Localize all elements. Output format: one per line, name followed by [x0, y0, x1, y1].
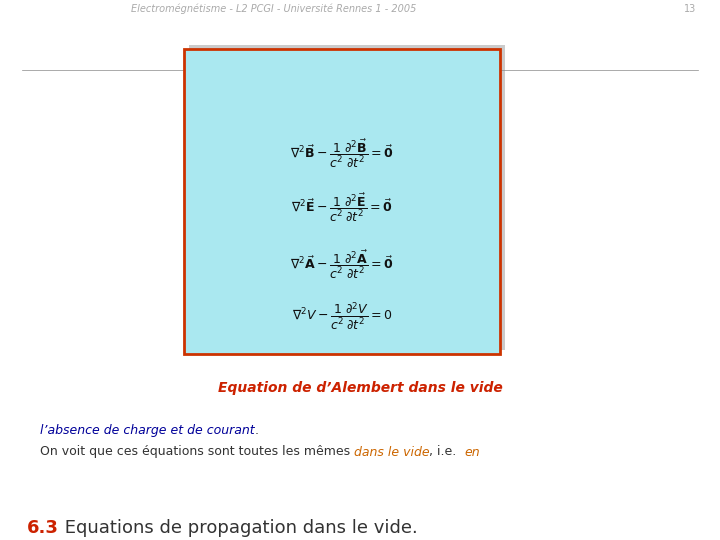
Text: dans le vide: dans le vide — [354, 446, 429, 458]
Text: $\nabla^2 \vec{\mathbf{B}} - \dfrac{1}{c^2}\dfrac{\partial^2 \vec{\mathbf{B}}}{\: $\nabla^2 \vec{\mathbf{B}} - \dfrac{1}{c… — [290, 138, 394, 170]
Text: Equation de d’Alembert dans le vide: Equation de d’Alembert dans le vide — [217, 381, 503, 395]
Text: $\nabla^2 V - \dfrac{1}{c^2}\dfrac{\partial^2 V}{\partial t^2} = 0$: $\nabla^2 V - \dfrac{1}{c^2}\dfrac{\part… — [292, 300, 392, 332]
Text: 13: 13 — [684, 3, 696, 14]
Text: Equations de propagation dans le vide.: Equations de propagation dans le vide. — [59, 519, 418, 537]
Text: $\nabla^2 \vec{\mathbf{A}} - \dfrac{1}{c^2}\dfrac{\partial^2 \vec{\mathbf{A}}}{\: $\nabla^2 \vec{\mathbf{A}} - \dfrac{1}{c… — [290, 248, 394, 281]
Text: , i.e.: , i.e. — [429, 446, 464, 458]
FancyBboxPatch shape — [184, 49, 500, 354]
Text: l’absence de charge et de courant: l’absence de charge et de courant — [40, 424, 254, 437]
Text: 6.3: 6.3 — [27, 519, 59, 537]
FancyBboxPatch shape — [189, 45, 505, 350]
Text: Electromégnétisme - L2 PCGI - Université Rennes 1 - 2005: Electromégnétisme - L2 PCGI - Université… — [131, 3, 416, 14]
Text: On voit que ces équations sont toutes les mêmes: On voit que ces équations sont toutes le… — [40, 446, 354, 458]
Text: .: . — [254, 424, 258, 437]
Text: $\nabla^2 \vec{\mathbf{E}} - \dfrac{1}{c^2}\dfrac{\partial^2 \vec{\mathbf{E}}}{\: $\nabla^2 \vec{\mathbf{E}} - \dfrac{1}{c… — [292, 192, 392, 224]
Text: en: en — [464, 446, 480, 458]
